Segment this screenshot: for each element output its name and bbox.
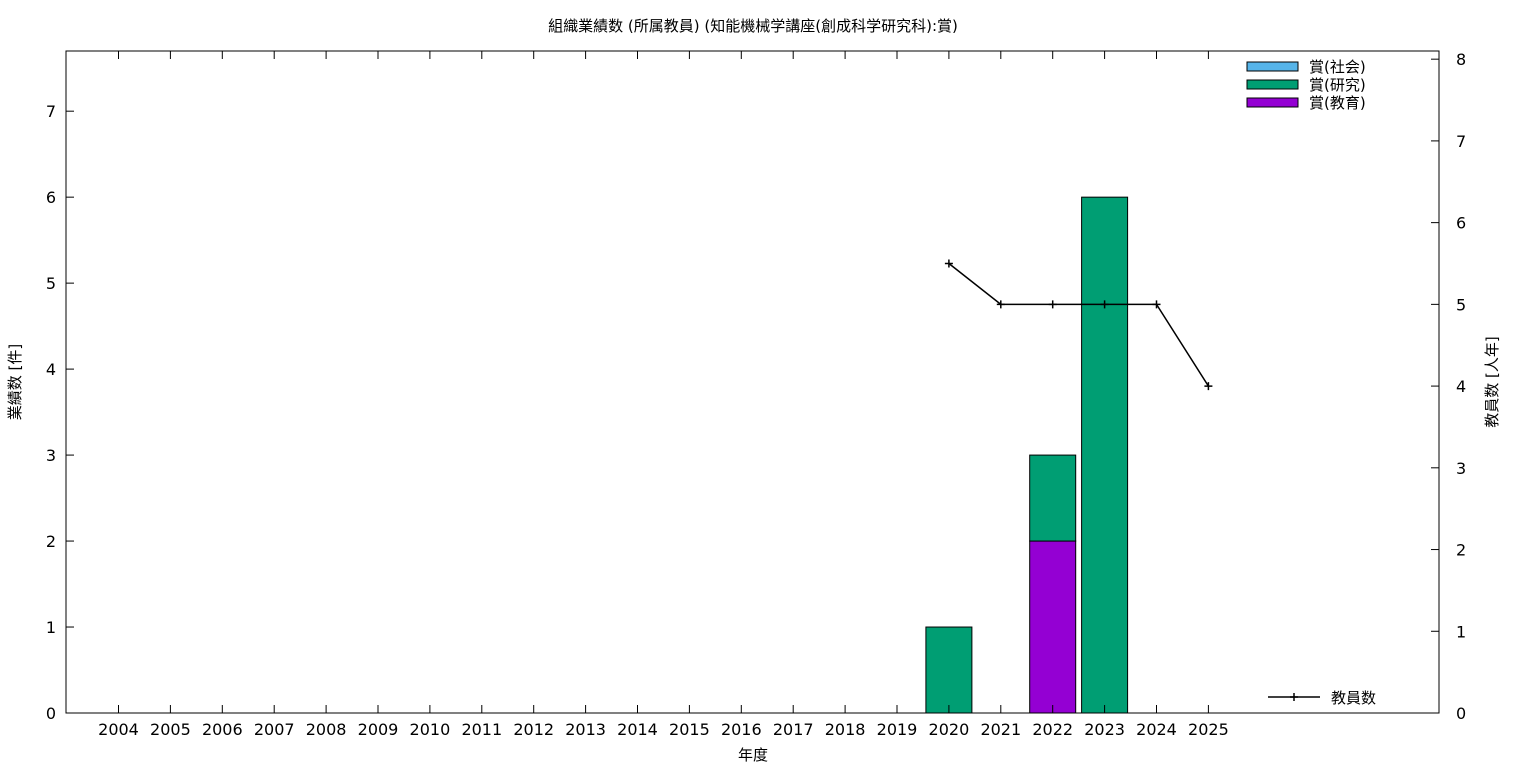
y-tick-label-5: 5 <box>46 274 56 293</box>
staff-count-line <box>948 262 1210 387</box>
bar-layer <box>925 196 1129 714</box>
bar-2022-賞(教育) <box>1029 540 1077 714</box>
y-tick-label-6: 6 <box>46 188 56 207</box>
bar-2023-賞(研究) <box>1081 196 1129 714</box>
axes-layer: 0 1 2 3 4 5 6 7 0 1 2 3 4 5 6 7 8 2004 2005 2006 2007 2008 200… <box>46 50 1466 739</box>
staff-point-2023 <box>1100 300 1109 309</box>
line-layer <box>944 259 1213 391</box>
x-tick-label-2011: 2011 <box>461 720 502 739</box>
legend: 賞(社会)賞(研究)賞(教育) <box>1246 58 1366 112</box>
x-tick-label-2013: 2013 <box>565 720 606 739</box>
legend-swatch-賞(社会) <box>1246 61 1299 72</box>
x-tick-label-2012: 2012 <box>513 720 554 739</box>
x-tick-label-2006: 2006 <box>202 720 243 739</box>
line-legend-marker <box>1290 693 1298 701</box>
x-tick-label-2023: 2023 <box>1084 720 1125 739</box>
line-legend-label: 教員数 <box>1331 689 1376 707</box>
x-tick-label-2024: 2024 <box>1136 720 1177 739</box>
y2-tick-label-4: 4 <box>1456 377 1466 396</box>
x-tick-label-2010: 2010 <box>410 720 451 739</box>
staff-point-2021 <box>996 300 1005 309</box>
y-tick-label-0: 0 <box>46 704 56 723</box>
staff-point-2025 <box>1204 382 1213 391</box>
x-tick-label-2020: 2020 <box>929 720 970 739</box>
y-tick-label-4: 4 <box>46 360 56 379</box>
staff-point-2024 <box>1152 300 1161 309</box>
y2-axis-label: 教員数 [人年] <box>1483 336 1501 427</box>
y2-tick-label-8: 8 <box>1456 50 1466 69</box>
x-tick-label-2007: 2007 <box>254 720 295 739</box>
x-tick-label-2008: 2008 <box>306 720 347 739</box>
bar-2020-賞(研究) <box>925 626 973 714</box>
line-legend: 教員数 <box>1268 689 1376 707</box>
x-axis-label: 年度 <box>738 746 768 764</box>
y-tick-label-7: 7 <box>46 102 56 121</box>
y2-tick-label-6: 6 <box>1456 214 1466 233</box>
x-tick-label-2021: 2021 <box>980 720 1021 739</box>
y2-tick-label-0: 0 <box>1456 704 1466 723</box>
x-tick-label-2014: 2014 <box>617 720 658 739</box>
x-tick-label-2025: 2025 <box>1188 720 1229 739</box>
x-tick-label-2022: 2022 <box>1032 720 1073 739</box>
chart-title: 組織業績数 (所属教員) (知能機械学講座(創成科学研究科):賞) <box>548 17 958 35</box>
legend-label-賞(社会): 賞(社会) <box>1309 58 1366 76</box>
x-tick-label-2015: 2015 <box>669 720 710 739</box>
y2-tick-label-3: 3 <box>1456 459 1466 478</box>
staff-point-2022 <box>1048 300 1057 309</box>
x-tick-label-2004: 2004 <box>98 720 139 739</box>
y-axis-label: 業績数 [件] <box>6 344 24 420</box>
staff-point-2020 <box>944 259 953 268</box>
x-tick-label-2017: 2017 <box>773 720 814 739</box>
y2-tick-label-2: 2 <box>1456 541 1466 560</box>
y2-tick-label-7: 7 <box>1456 132 1466 151</box>
bar-2022-賞(研究) <box>1029 454 1077 542</box>
legend-swatch-賞(教育) <box>1246 97 1299 108</box>
plot-frame <box>65 50 1440 714</box>
legend-swatch-賞(研究) <box>1246 79 1299 90</box>
x-tick-label-2009: 2009 <box>358 720 399 739</box>
y-tick-label-3: 3 <box>46 446 56 465</box>
x-tick-label-2016: 2016 <box>721 720 762 739</box>
y-tick-label-1: 1 <box>46 618 56 637</box>
y2-tick-label-5: 5 <box>1456 295 1466 314</box>
y2-tick-label-1: 1 <box>1456 622 1466 641</box>
legend-label-賞(教育): 賞(教育) <box>1309 94 1366 112</box>
x-tick-label-2019: 2019 <box>877 720 918 739</box>
x-tick-label-2005: 2005 <box>150 720 191 739</box>
y-tick-label-2: 2 <box>46 532 56 551</box>
x-tick-label-2018: 2018 <box>825 720 866 739</box>
legend-label-賞(研究): 賞(研究) <box>1309 76 1366 94</box>
